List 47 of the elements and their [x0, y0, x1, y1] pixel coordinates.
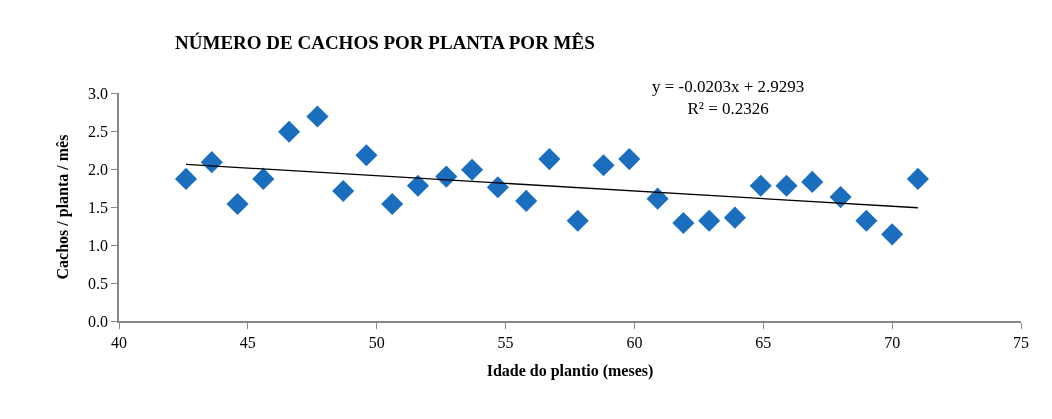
point: [174, 167, 198, 190]
point: [226, 192, 249, 216]
x-tick-label: 65: [755, 333, 772, 351]
y-tick-label: 0.5: [88, 274, 109, 292]
point: [801, 170, 824, 193]
chart-title: NÚMERO DE CACHOS POR PLANTA POR MÊS: [175, 31, 595, 53]
point: [252, 167, 275, 190]
point: [592, 154, 615, 177]
point: [829, 186, 852, 209]
point: [672, 211, 695, 235]
point: [881, 223, 904, 246]
point: [906, 167, 929, 190]
x-tick-label: 45: [239, 333, 256, 351]
y-tick-label: 1.0: [88, 236, 109, 254]
x-tick-label: 50: [368, 333, 385, 351]
x-tick-label: 75: [1013, 333, 1029, 351]
x-axis-title: Idade do plantio (meses): [486, 362, 654, 381]
y-tick-label: 1.5: [88, 198, 109, 216]
annotation: y = -0.0203x + 2.9293 R² = 0.2326: [652, 77, 805, 119]
y-tick-label: 2.0: [88, 160, 109, 178]
point: [332, 179, 355, 203]
y-tick-label: 3.0: [88, 84, 109, 102]
point: [435, 165, 458, 188]
point: [278, 120, 301, 143]
point: [515, 189, 538, 212]
point: [381, 192, 404, 216]
x-tick-label: 55: [497, 333, 514, 351]
point: [855, 209, 878, 232]
point: [775, 174, 798, 197]
point: [698, 209, 721, 232]
y-axis-title: Cachos / planta / mês: [54, 134, 73, 280]
x-tick-label: 70: [884, 333, 901, 351]
x-tick-label: 40: [111, 333, 127, 351]
point: [618, 148, 641, 171]
point: [461, 158, 484, 181]
y-tick-label: 0.0: [88, 312, 109, 330]
point: [566, 209, 589, 232]
point: [538, 148, 561, 171]
point: [355, 144, 378, 167]
point: [646, 187, 669, 210]
point: [486, 176, 509, 199]
x-tick-label: 60: [626, 333, 643, 351]
point: [306, 105, 329, 128]
y-tick-label: 2.5: [88, 122, 109, 140]
point: [406, 174, 429, 197]
point: [723, 206, 746, 229]
point: [749, 174, 772, 197]
